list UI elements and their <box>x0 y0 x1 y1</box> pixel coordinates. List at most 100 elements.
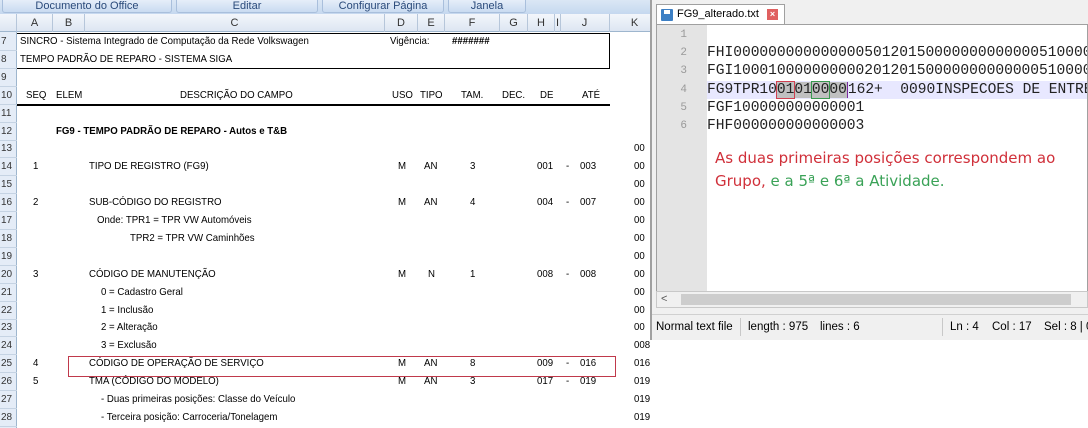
column-header-B[interactable]: B <box>53 14 85 32</box>
seq-cell: 2 <box>33 196 39 209</box>
column-k-cell: 00 <box>634 231 645 244</box>
uso-cell: M <box>398 267 407 280</box>
row-header-17[interactable]: 17 <box>0 212 17 230</box>
column-header-A[interactable]: A <box>17 14 53 32</box>
row-header-19[interactable]: 19 <box>0 248 17 266</box>
text-editor[interactable]: 1 2 3 4 5 6 FHI000000000000000501201500000000… <box>656 24 1088 292</box>
line-number-gutter: 1 2 3 4 5 6 <box>657 25 707 291</box>
header-desc: DESCRIÇÃO DO CAMPO <box>180 88 293 101</box>
row-header-22[interactable]: 22 <box>0 302 17 320</box>
row-header-9[interactable]: 9 <box>0 69 17 87</box>
row-header-7[interactable]: 7 <box>0 33 17 51</box>
column-header-I[interactable]: I <box>555 14 561 32</box>
column-header-H[interactable]: H <box>528 14 555 32</box>
menu-editar[interactable]: Editar <box>176 0 318 13</box>
menu-janela[interactable]: Janela <box>448 0 526 13</box>
code-line-3[interactable]: FGI1000100000000002012015000000000000051… <box>707 63 1088 80</box>
tam-cell: 4 <box>470 196 476 209</box>
header-ate: ATÉ <box>582 88 601 101</box>
description-note: 1 = Inclusão <box>101 303 154 316</box>
row-header-11[interactable]: 11 <box>0 105 17 123</box>
row-header-12[interactable]: 12 <box>0 123 17 141</box>
range-dash: - <box>566 357 570 370</box>
select-all-corner[interactable] <box>0 14 17 32</box>
line4-prefix: FG9TPR10 <box>707 81 777 98</box>
code-line-6[interactable]: FHF000000000000003 <box>707 118 865 134</box>
column-k-cell: 00 <box>634 178 645 191</box>
code-line-5[interactable]: FGF100000000000001 <box>707 99 865 116</box>
close-icon[interactable]: × <box>767 8 778 20</box>
scroll-left-icon[interactable]: < <box>661 293 668 305</box>
line4-red: 01 <box>775 80 796 99</box>
row-header-13[interactable]: 13 <box>0 140 17 159</box>
line4-mid: 01 <box>794 81 812 98</box>
code-line-4[interactable]: FG9TPR1001010000162+ 0090INSPECOES DE EN… <box>707 80 1087 99</box>
seq-cell: 5 <box>33 375 39 388</box>
uso-cell: M <box>398 196 407 209</box>
menu-configurar-pagina[interactable]: Configurar Página <box>322 0 444 13</box>
row-header-15[interactable]: 15 <box>0 176 17 195</box>
de-cell: 017 <box>537 375 554 388</box>
description-cell: CÓDIGO DE OPERAÇÃO DE SERVIÇO <box>89 357 264 370</box>
row-header-25[interactable]: 25 <box>0 355 17 374</box>
row-header-27[interactable]: 27 <box>0 391 17 409</box>
column-k-cell: 00 <box>634 285 645 298</box>
file-tab-title: FG9_alterado.txt <box>677 8 759 20</box>
de-cell: 001 <box>537 160 554 173</box>
vigencia-value: ####### <box>452 35 490 47</box>
title-line-1: SINCRO - Sistema Integrado de Computação… <box>20 35 309 47</box>
uso-cell: M <box>398 160 407 173</box>
tipo-cell: AN <box>424 160 438 173</box>
row-header-10[interactable]: 10 <box>0 87 17 105</box>
code-line-2[interactable]: FHI0000000000000005012015000000000000051… <box>707 45 1088 62</box>
tam-cell: 3 <box>470 375 476 388</box>
column-header-F[interactable]: F <box>445 14 500 32</box>
ate-cell: 019 <box>580 375 597 388</box>
status-lines: lines : 6 <box>820 321 860 333</box>
ate-cell: 003 <box>580 160 597 173</box>
row-header-21[interactable]: 21 <box>0 284 17 302</box>
column-k-cell: 019 <box>634 375 651 388</box>
row-header-24[interactable]: 24 <box>0 337 17 356</box>
description-note: 2 = Alteração <box>101 321 158 334</box>
de-cell: 004 <box>537 196 554 209</box>
column-header-C[interactable]: C <box>85 14 385 32</box>
column-k-cell: 00 <box>634 303 645 316</box>
column-header-G[interactable]: G <box>500 14 528 32</box>
scrollbar-thumb[interactable] <box>681 294 1071 305</box>
column-header-D[interactable]: D <box>385 14 418 32</box>
header-elem: ELEM <box>56 88 83 101</box>
horizontal-scrollbar[interactable]: < <box>656 291 1088 308</box>
annotation-group: As duas primeiras posições correspondem … <box>715 149 1056 190</box>
column-k-cell: 016 <box>634 357 651 370</box>
column-k-cell: 008 <box>634 339 651 352</box>
row-header-28[interactable]: 28 <box>0 409 17 427</box>
column-k-cell: 00 <box>634 160 645 173</box>
column-k-cell: 00 <box>634 196 645 209</box>
header-seq: SEQ <box>26 88 47 101</box>
range-dash: - <box>566 160 570 173</box>
row-header-23[interactable]: 23 <box>0 319 17 338</box>
menu-documento-office[interactable]: Documento do Office <box>2 0 172 13</box>
line-number: 5 <box>680 101 687 114</box>
line-number: 1 <box>680 29 687 41</box>
row-header-8[interactable]: 8 <box>0 51 17 69</box>
row-header-18[interactable]: 18 <box>0 230 17 248</box>
column-header-J[interactable]: J <box>560 14 610 32</box>
row-header-14[interactable]: 14 <box>0 158 17 177</box>
vigencia-label: Vigência: <box>390 35 430 47</box>
file-tab[interactable]: FG9_alterado.txt × <box>656 4 785 24</box>
ate-cell: 007 <box>580 196 597 209</box>
row-header-20[interactable]: 20 <box>0 266 17 284</box>
description-note: - Duas primeiras posições: Classe do Veí… <box>101 393 296 405</box>
tipo-cell: N <box>428 267 435 280</box>
column-header-E[interactable]: E <box>418 14 445 32</box>
status-sel: Sel : 8 | 0 <box>1044 321 1088 333</box>
range-dash: - <box>566 375 570 388</box>
de-cell: 009 <box>537 357 554 370</box>
row-header-26[interactable]: 26 <box>0 373 17 392</box>
row-header-16[interactable]: 16 <box>0 194 17 213</box>
column-k-cell: 00 <box>634 214 645 226</box>
seq-cell: 3 <box>33 267 39 280</box>
